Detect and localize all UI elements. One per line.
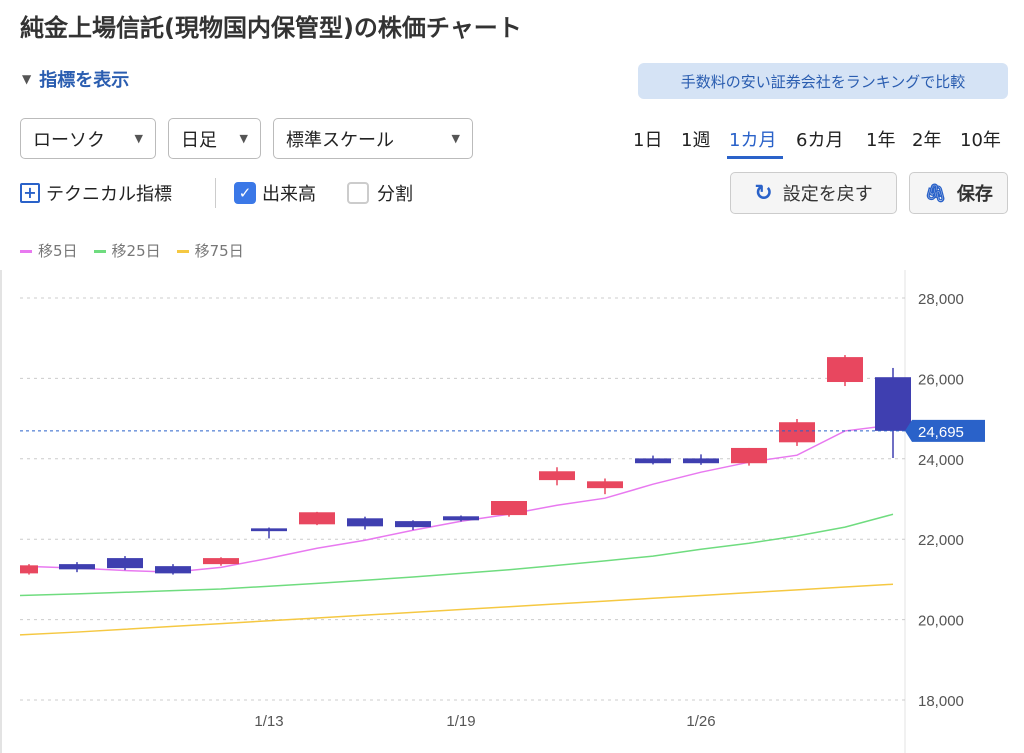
ma75-line	[19, 583, 894, 636]
period-2y[interactable]: 2年	[912, 130, 942, 151]
broker-ranking-button[interactable]: 手数料の安い証券会社をランキングで比較	[638, 63, 1008, 99]
period-1y[interactable]: 1年	[866, 130, 896, 151]
refresh-icon: ↻	[754, 180, 773, 206]
plus-icon: +	[20, 183, 40, 203]
candle-up	[779, 422, 815, 443]
legend-ma75-label: 移75日	[194, 242, 244, 260]
candle-up	[491, 501, 527, 516]
legend-ma5-label: 移5日	[38, 242, 78, 260]
save-label: 保存	[956, 184, 993, 205]
indicator-toggle[interactable]: ▼ 指標を表示	[22, 66, 129, 92]
page-title: 純金上場信託(現物国内保管型)の株価チャート	[20, 14, 522, 42]
checkmark-icon: ✓	[234, 182, 256, 204]
candle-up	[203, 558, 239, 565]
triangle-down-icon: ▼	[22, 72, 32, 86]
x-tick-label: 1/19	[446, 713, 475, 730]
candle-up	[20, 565, 38, 574]
caret-down-icon: ▼	[239, 132, 248, 145]
candle-down	[155, 566, 191, 574]
ma25-swatch	[93, 250, 106, 253]
candle-up	[731, 447, 767, 464]
candle-down	[395, 521, 431, 528]
candle-up	[587, 481, 623, 489]
current-price-tag	[905, 419, 985, 442]
reset-label: 設定を戻す	[782, 184, 873, 205]
candle-down	[875, 377, 911, 431]
scale-value: 標準スケール	[286, 129, 394, 151]
split-label: 分割	[377, 184, 413, 205]
y-tick-label: 20,000	[918, 613, 964, 630]
x-tick-label: 1/26	[686, 713, 715, 730]
period-1m[interactable]: 1カ月	[729, 130, 777, 151]
chart-type-select[interactable]: ローソク ▼	[20, 118, 156, 159]
chart-type-value: ローソク	[33, 129, 105, 151]
candle-down	[107, 558, 143, 569]
tech-label: テクニカル指標	[46, 184, 172, 205]
reset-settings-button[interactable]: ↻ 設定を戻す	[730, 172, 897, 214]
candle-down	[347, 518, 383, 527]
y-tick-label: 26,000	[918, 371, 964, 388]
candle-down	[59, 564, 95, 570]
candle-down	[443, 516, 479, 521]
y-tick-label: 24,000	[918, 452, 964, 469]
save-button[interactable]: 🖇 保存	[909, 172, 1008, 214]
caret-down-icon: ▼	[451, 132, 460, 145]
legend-ma25: 移25日	[93, 240, 161, 261]
period-10y[interactable]: 10年	[960, 130, 1001, 151]
ma25-line	[19, 513, 894, 597]
period-1d[interactable]: 1日	[633, 130, 663, 151]
caret-down-icon: ▼	[134, 132, 143, 145]
candle-up	[827, 357, 863, 383]
add-technical-indicator[interactable]: + テクニカル指標	[20, 180, 172, 206]
checkbox-empty-icon	[347, 182, 369, 204]
legend-ma5: 移5日	[20, 240, 78, 261]
candle-down	[683, 458, 719, 464]
y-tick-label: 22,000	[918, 532, 964, 549]
ma75-swatch	[176, 250, 189, 253]
candle-down	[635, 458, 671, 464]
indicator-toggle-label: 指標を表示	[39, 70, 130, 91]
volume-label: 出来高	[262, 184, 316, 205]
legend-ma75: 移75日	[176, 240, 244, 261]
legend-ma25-label: 移25日	[111, 242, 161, 260]
y-tick-label: 18,000	[918, 693, 964, 710]
interval-select[interactable]: 日足 ▼	[168, 118, 261, 159]
interval-value: 日足	[181, 129, 217, 151]
current-price-label: 24,695	[918, 424, 964, 441]
period-6m[interactable]: 6カ月	[796, 130, 844, 151]
ma5-swatch	[20, 250, 32, 253]
active-period-underline	[727, 156, 783, 159]
candle-up	[299, 512, 335, 525]
y-tick-label: 28,000	[918, 291, 964, 308]
x-tick-label: 1/13	[254, 713, 283, 730]
scale-select[interactable]: 標準スケール ▼	[273, 118, 473, 159]
ma-legend: 移5日 移25日 移75日	[20, 240, 244, 261]
ma5-line	[19, 424, 894, 573]
paperclip-icon: 🖇	[924, 182, 947, 204]
period-1w[interactable]: 1週	[681, 130, 711, 151]
candle-down	[251, 528, 287, 532]
split-checkbox[interactable]: 分割	[347, 180, 413, 206]
volume-checkbox[interactable]: ✓ 出来高	[234, 180, 316, 206]
divider	[215, 178, 216, 208]
candle-up	[539, 471, 575, 481]
